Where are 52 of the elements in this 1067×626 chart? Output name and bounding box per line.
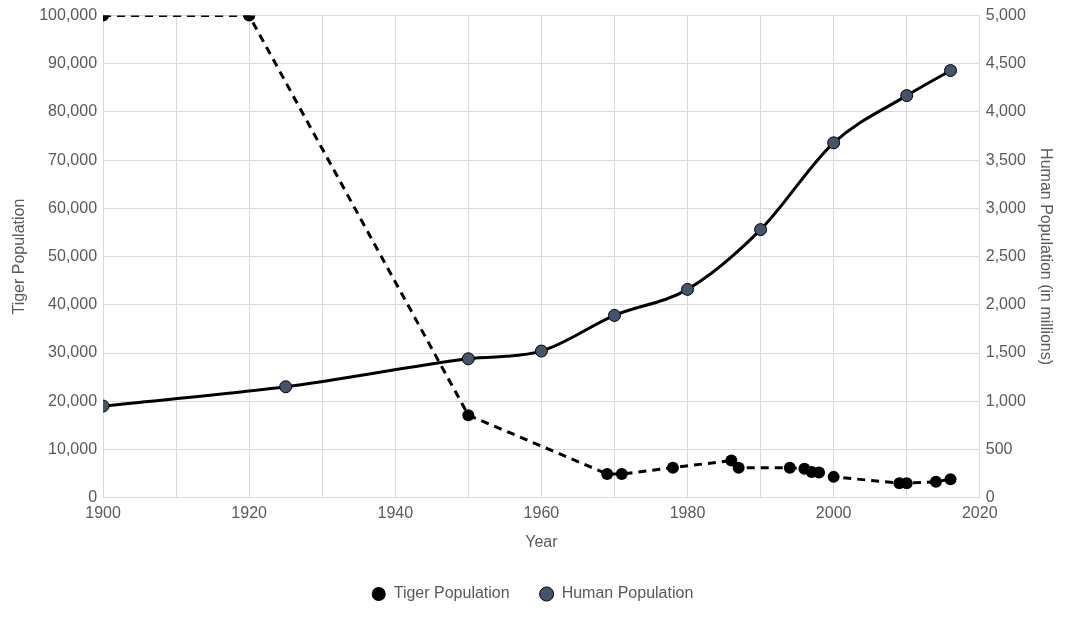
y-tick-label: 90,000 [48, 54, 98, 72]
y-tick-label: 0 [88, 488, 98, 506]
point [279, 380, 293, 394]
point [607, 308, 621, 322]
y2-tick-label: 1,500 [985, 343, 1026, 361]
legend-label: Human Population [561, 584, 694, 602]
y-tick-label: 100,000 [39, 6, 98, 24]
point [900, 89, 914, 103]
legend-label: Tiger Population [393, 584, 510, 602]
y-tick-label: 20,000 [48, 391, 98, 409]
x-tick-label: 1980 [669, 503, 706, 521]
y-tick-label: 60,000 [48, 198, 98, 216]
y-tick-label: 30,000 [48, 343, 98, 361]
y2-tick-label: 2,000 [985, 295, 1026, 313]
point [666, 461, 679, 474]
point [732, 461, 745, 474]
point [754, 223, 768, 237]
point [534, 344, 548, 358]
y2-tick-label: 3,000 [985, 198, 1026, 216]
y-tick-label: 40,000 [48, 295, 98, 313]
y2-tick-label: 0 [985, 488, 995, 506]
y-tick-label: 50,000 [48, 247, 98, 265]
x-tick-label: 2020 [961, 503, 998, 521]
y2-axis-title: Human Population (in millions) [1037, 148, 1055, 366]
y2-tick-label: 3,500 [985, 150, 1026, 168]
point [615, 467, 628, 480]
point [827, 136, 841, 150]
point [783, 461, 796, 474]
x-axis-title: Year [525, 532, 559, 550]
y2-tick-label: 5,000 [985, 6, 1026, 24]
x-tick-label: 1960 [523, 503, 560, 521]
point [461, 352, 475, 366]
y-axis-title: Tiger Population [10, 198, 28, 315]
x-tick-label: 2000 [815, 503, 852, 521]
y-tick-label: 10,000 [48, 439, 98, 457]
point [929, 475, 942, 488]
x-tick-label: 1900 [85, 503, 121, 521]
y2-tick-label: 500 [985, 439, 1013, 457]
x-tick-label: 1940 [377, 503, 414, 521]
y2-tick-label: 1,000 [985, 391, 1026, 409]
y2-tick-label: 2,500 [985, 247, 1026, 265]
point [827, 470, 840, 483]
y-tick-label: 70,000 [48, 150, 98, 168]
point [601, 467, 614, 480]
y2-tick-label: 4,000 [985, 102, 1026, 120]
y-tick-label: 80,000 [48, 102, 98, 120]
y2-tick-label: 4,500 [985, 54, 1026, 72]
point [681, 282, 695, 296]
x-tick-label: 1920 [231, 503, 268, 521]
point [944, 473, 957, 486]
point [944, 64, 958, 78]
point [462, 409, 475, 422]
